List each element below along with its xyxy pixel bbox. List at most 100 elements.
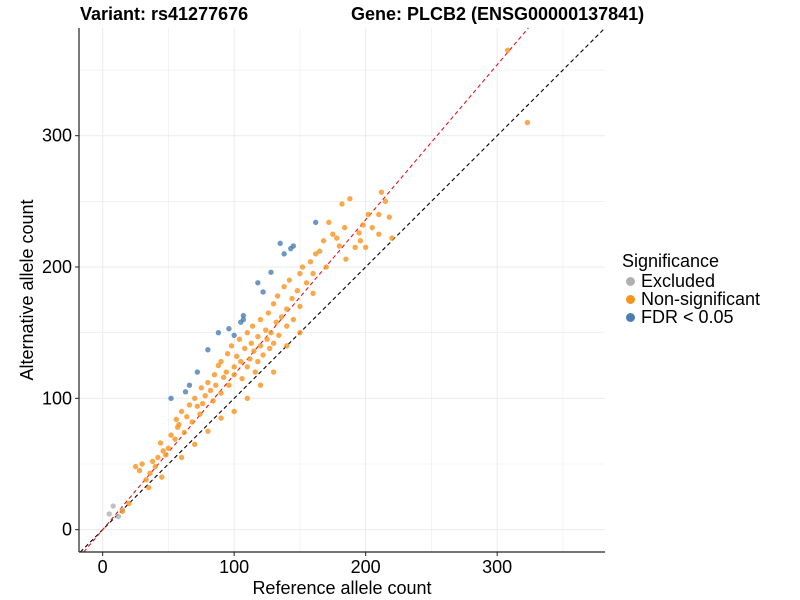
point-non-significant [278, 314, 285, 320]
point-non-significant [139, 461, 145, 467]
point-non-significant [145, 484, 152, 491]
point-non-significant [231, 408, 237, 415]
point-non-significant [223, 369, 229, 375]
point-non-significant [343, 256, 349, 262]
point-non-significant [207, 387, 214, 394]
point-fdr-0-05 [168, 395, 174, 402]
point-non-significant [307, 259, 314, 265]
point-non-significant [220, 374, 227, 381]
point-non-significant [149, 458, 156, 465]
point-non-significant [297, 270, 303, 277]
legend-label-excluded: Excluded [641, 271, 716, 291]
point-non-significant [362, 244, 369, 251]
point-non-significant [252, 369, 258, 375]
point-non-significant [257, 382, 264, 388]
grid-lines [79, 28, 605, 552]
point-fdr-0-05 [255, 280, 261, 286]
point-non-significant [213, 382, 219, 388]
point-non-significant [168, 432, 174, 438]
point-non-significant [336, 243, 343, 249]
point-fdr-0-05 [231, 332, 237, 339]
point-non-significant [265, 310, 272, 316]
point-non-significant [157, 440, 164, 446]
point-non-significant [524, 119, 531, 126]
point-non-significant [290, 316, 297, 323]
point-non-significant [210, 398, 216, 404]
point-non-significant [176, 421, 182, 428]
point-non-significant [316, 248, 323, 254]
point-fdr-0-05 [215, 329, 222, 336]
point-non-significant [224, 350, 231, 357]
point-fdr-0-05 [186, 382, 193, 388]
point-non-significant [215, 362, 222, 369]
point-fdr-0-05 [313, 219, 319, 226]
point-non-significant [192, 395, 198, 402]
point-non-significant [247, 356, 253, 362]
axes [78, 28, 605, 553]
point-non-significant [284, 343, 290, 349]
point-non-significant [365, 211, 371, 218]
y-axis-title: Alternative allele count [17, 199, 37, 380]
point-non-significant [310, 290, 316, 296]
point-non-significant [376, 211, 382, 218]
legend-swatch-excluded [626, 276, 635, 286]
x-tick-label: 200 [351, 557, 381, 577]
point-non-significant [313, 251, 319, 257]
point-fdr-0-05 [277, 240, 283, 247]
point-non-significant [294, 287, 300, 294]
legend-item-non-significant: Non-significant [622, 290, 760, 308]
point-non-significant [181, 429, 187, 436]
point-non-significant [260, 352, 266, 358]
point-non-significant [218, 415, 224, 421]
point-fdr-0-05 [205, 347, 211, 353]
point-non-significant [194, 403, 201, 409]
x-tick-label: 300 [482, 557, 512, 577]
point-fdr-0-05 [290, 243, 297, 249]
point-non-significant [504, 47, 511, 54]
point-non-significant [205, 379, 211, 386]
point-non-significant [202, 393, 208, 399]
fit-reference-line [83, 27, 529, 553]
point-non-significant [126, 500, 132, 507]
legend-swatch-fdr [626, 312, 635, 322]
point-non-significant [339, 201, 345, 207]
point-non-significant [228, 343, 235, 349]
point-non-significant [323, 264, 329, 270]
legend-label-fdr: FDR < 0.05 [641, 307, 734, 327]
point-non-significant [281, 284, 287, 290]
point-non-significant [178, 408, 185, 415]
point-non-significant [239, 375, 245, 382]
point-non-significant [264, 336, 270, 342]
point-non-significant [257, 343, 264, 349]
point-non-significant [234, 353, 240, 360]
point-non-significant [341, 224, 348, 231]
point-non-significant [297, 303, 303, 310]
axis-ticks: 0 100 200 300 0 100 200 300 [42, 126, 512, 577]
point-non-significant [192, 441, 198, 448]
point-non-significant [356, 230, 362, 236]
point-non-significant [238, 358, 244, 365]
point-non-significant [226, 382, 232, 388]
point-non-significant [369, 224, 375, 231]
point-non-significant [347, 196, 353, 202]
point-non-significant [310, 270, 316, 277]
x-axis-title: Reference allele count [252, 578, 431, 598]
point-non-significant [163, 452, 169, 458]
point-non-significant [289, 295, 295, 302]
point-non-significant [284, 323, 290, 329]
point-non-significant [244, 329, 251, 336]
point-non-significant [270, 340, 277, 346]
point-non-significant [266, 345, 273, 352]
point-non-significant [241, 345, 248, 352]
point-non-significant [147, 470, 153, 476]
point-fdr-0-05 [268, 269, 274, 275]
point-non-significant [165, 445, 172, 451]
point-non-significant [211, 372, 218, 378]
point-non-significant [244, 364, 251, 370]
point-non-significant [257, 316, 264, 323]
legend-label-non-significant: Non-significant [641, 289, 761, 309]
point-non-significant [352, 244, 358, 251]
point-non-significant [218, 358, 224, 365]
point-excluded [106, 511, 112, 517]
